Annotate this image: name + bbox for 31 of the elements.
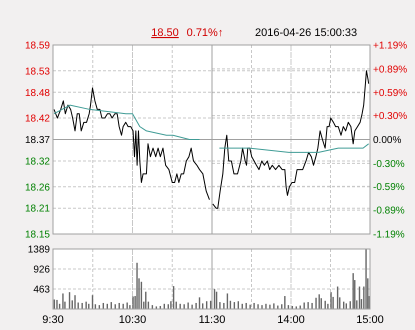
text: -0.89% — [373, 206, 405, 217]
text: -1.19% — [373, 230, 405, 240]
text: -0.59% — [373, 182, 405, 193]
text: 2016-04-26 15:00:33 — [255, 27, 358, 39]
text: 0.00% — [373, 135, 402, 146]
x-tick-label: 9:30 — [42, 314, 64, 326]
text: 18.50 — [151, 27, 179, 39]
y-tick-label: 926 — [33, 264, 50, 276]
y-tick-label: 18.48 — [24, 88, 50, 99]
x-tick-label: 11:30 — [198, 314, 226, 326]
y-tick-label: 18.15 — [24, 230, 50, 240]
y-tick-label: 18.26 — [24, 182, 50, 194]
y-tick-label: 1389 — [28, 244, 50, 256]
text: +0.89% — [373, 64, 408, 76]
x-tick-label: 15:00 — [356, 314, 384, 326]
y-tick-label: 18.59 — [24, 40, 50, 52]
text: +1.19% — [373, 40, 408, 52]
y-tick-label: 18.37 — [24, 135, 50, 146]
text: +0.30% — [373, 111, 408, 122]
y-tick-label: 18.42 — [24, 114, 50, 125]
y-tick-label: 463 — [33, 284, 50, 296]
x-tick-label: 14:00 — [277, 314, 305, 326]
line-series — [54, 87, 210, 200]
x-tick-label: 10:30 — [118, 314, 146, 326]
text: 0.71%↑ — [186, 27, 224, 39]
text: +0.59% — [373, 88, 408, 100]
line-series — [54, 104, 200, 140]
y-tick-label: 18.32 — [24, 156, 50, 168]
text: -0.30% — [373, 158, 405, 170]
y-tick-label: 18.21 — [24, 204, 50, 215]
y-tick-label: 18.53 — [24, 66, 50, 78]
